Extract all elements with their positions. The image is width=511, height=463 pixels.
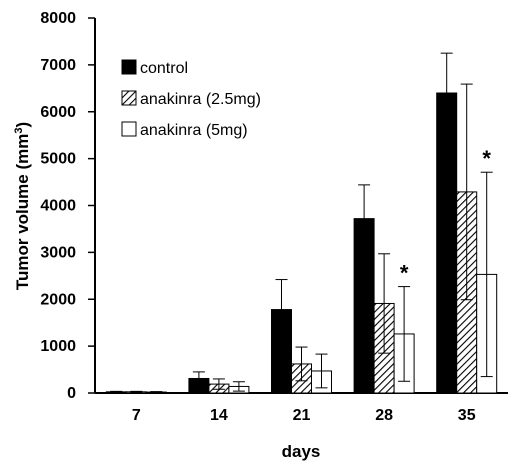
significance-marks: ** [400,146,492,285]
y-tick-label: 4000 [40,198,76,215]
y-axis-title: Tumor volume (mm3) [13,122,32,290]
bars [105,92,498,394]
legend-swatch-hatched [121,90,137,106]
x-ticks: 7 14 21 28 35 [132,407,476,424]
x-axis-title: days [282,442,321,461]
y-tick-label: 2000 [40,291,76,308]
y-tick-label: 7000 [40,57,76,74]
error-bars [110,52,493,394]
x-tick-label: 7 [132,407,141,424]
legend-swatch-hollow [121,121,137,137]
legend-label: control [140,60,188,77]
y-tick-label: 5000 [40,151,76,168]
significance-asterisk: * [482,146,491,171]
y-tick-label: 0 [67,385,76,402]
x-tick-label: 14 [210,407,228,424]
x-tick-label: 21 [293,407,311,424]
y-ticks: 0 1000 2000 3000 4000 5000 6000 7000 8000 [40,10,95,402]
bar-solid-35 [436,92,458,394]
legend: control anakinra (2.5mg) anakinra (5mg) [121,59,261,139]
legend-label: anakinra (5mg) [140,122,248,139]
y-tick-label: 6000 [40,104,76,121]
legend-label: anakinra (2.5mg) [140,91,261,108]
significance-asterisk: * [400,261,409,286]
y-tick-label: 3000 [40,244,76,261]
x-tick-label: 28 [375,407,393,424]
legend-swatch-solid [121,59,137,75]
y-tick-label: 1000 [40,338,76,355]
y-tick-label: 8000 [40,10,76,27]
x-tick-label: 35 [458,407,476,424]
